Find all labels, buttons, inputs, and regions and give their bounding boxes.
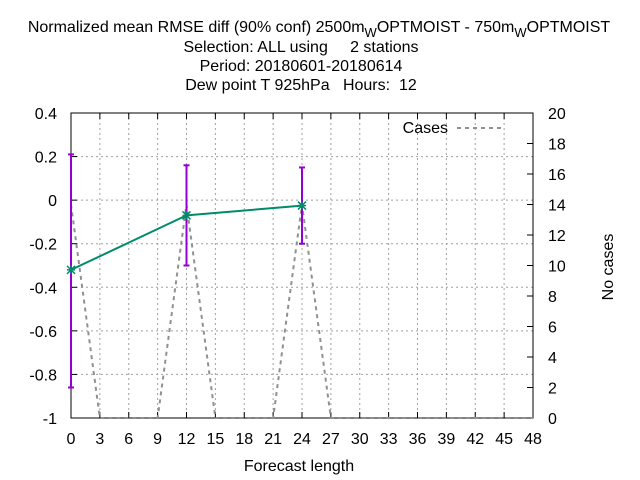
x-tick-label: 18 [235,431,253,448]
ticks: 0 3 6 9 12 15 18 21 24 27 30 33 36 39 42 45 480.40.20-0.… [29,106,565,448]
y2-axis-label: No cases [600,234,617,301]
x-tick-label: 33 [380,431,398,448]
title-part-2: OPTMOIST - 750m [377,19,515,36]
y2-tick-label: 20 [548,106,566,123]
y2-tick-label: 0 [548,411,557,428]
title-part-1: Normalized mean RMSE diff (90% conf) 250… [28,19,365,36]
y-tick-label: -0.6 [29,324,57,341]
y-tick-label: 0 [48,193,57,210]
y-tick-label: -0.2 [29,237,57,254]
title-subscript-1: W [365,25,378,40]
x-tick-label: 3 [95,431,104,448]
y-tick-label: -0.4 [29,280,57,297]
chart-title: Normalized mean RMSE diff (90% conf) 250… [28,19,611,40]
chart-subtitle-2: Period: 20180601-20180614 [200,58,403,75]
chart-subtitle-3: Dew point T 925hPa Hours: 12 [185,77,417,94]
y2-tick-label: 14 [548,198,566,215]
x-tick-label: 27 [322,431,340,448]
y-tick-label: -0.8 [29,367,57,384]
title-subscript-2: W [514,25,527,40]
y2-tick-label: 18 [548,137,566,154]
y2-tick-label: 12 [548,228,566,245]
x-tick-label: 30 [351,431,369,448]
x-tick-label: 24 [293,431,311,448]
grid [71,113,533,418]
series-main-point [66,265,76,275]
x-tick-label: 21 [264,431,282,448]
series [66,153,533,419]
x-tick-label: 6 [124,431,133,448]
y-tick-label: 0.4 [35,106,57,123]
y2-tick-label: 2 [548,381,557,398]
x-tick-label: 36 [409,431,427,448]
y2-tick-label: 6 [548,320,557,337]
x-tick-label: 9 [153,431,162,448]
legend-label-cases: Cases [403,120,448,137]
x-tick-label: 45 [495,431,513,448]
y2-tick-label: 8 [548,289,557,306]
y2-tick-label: 10 [548,259,566,276]
x-axis-label: Forecast length [244,458,354,475]
x-tick-label: 39 [437,431,455,448]
y2-tick-label: 16 [548,167,566,184]
y-tick-label: 0.2 [35,150,57,167]
series-main-point [297,201,307,211]
x-tick-label: 48 [524,431,542,448]
x-tick-label: 15 [206,431,224,448]
x-tick-label: 42 [466,431,484,448]
x-tick-label: 0 [67,431,76,448]
series-cases-line [70,204,533,419]
series-main-point [181,210,192,220]
y-tick-label: -1 [43,411,57,428]
legend: Cases [403,120,505,137]
y2-tick-label: 4 [548,350,557,367]
x-tick-label: 12 [178,431,196,448]
title-part-3: OPTMOIST [527,19,611,36]
chart-subtitle-1: Selection: ALL using 2 stations [183,39,418,56]
